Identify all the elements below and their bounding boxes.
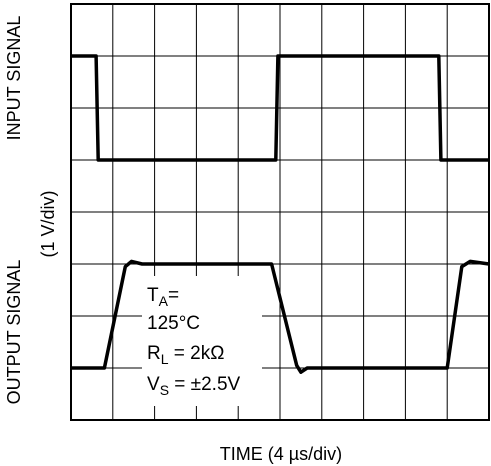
annotation-vs-sub: S (160, 382, 169, 398)
annotation-ta: TA= (147, 285, 179, 309)
annotation-vs-suffix: = ±2.5V (169, 374, 240, 395)
annotation-ta-sub: A (159, 293, 169, 309)
annotation-rl: RL = 2kΩ (147, 343, 224, 367)
annotation-vs: VS = ±2.5V (147, 374, 241, 398)
traces (71, 54, 490, 374)
ylabel-output-signal: OUTPUT SIGNAL (4, 260, 24, 405)
annotation-ta-value: 125°C (147, 313, 200, 334)
output-signal-trace (71, 259, 490, 374)
xlabel-time: TIME (4 µs/div) (220, 444, 342, 464)
annotation-rl-sub: L (161, 351, 169, 367)
input-signal-trace (71, 54, 489, 162)
annotation-vs-main: V (147, 374, 160, 395)
grid (71, 4, 489, 420)
annotation-ta-suffix: = (168, 285, 179, 306)
ylabel-input-signal: INPUT SIGNAL (4, 16, 24, 141)
ylabel-volts-per-div: (1 V/div) (38, 190, 58, 257)
annotation-ta-main: T (147, 285, 159, 306)
annotation-background (142, 276, 262, 406)
annotation-rl-suffix: = 2kΩ (169, 343, 225, 364)
annotation-rl-main: R (147, 343, 161, 364)
plot-frame (70, 3, 490, 421)
